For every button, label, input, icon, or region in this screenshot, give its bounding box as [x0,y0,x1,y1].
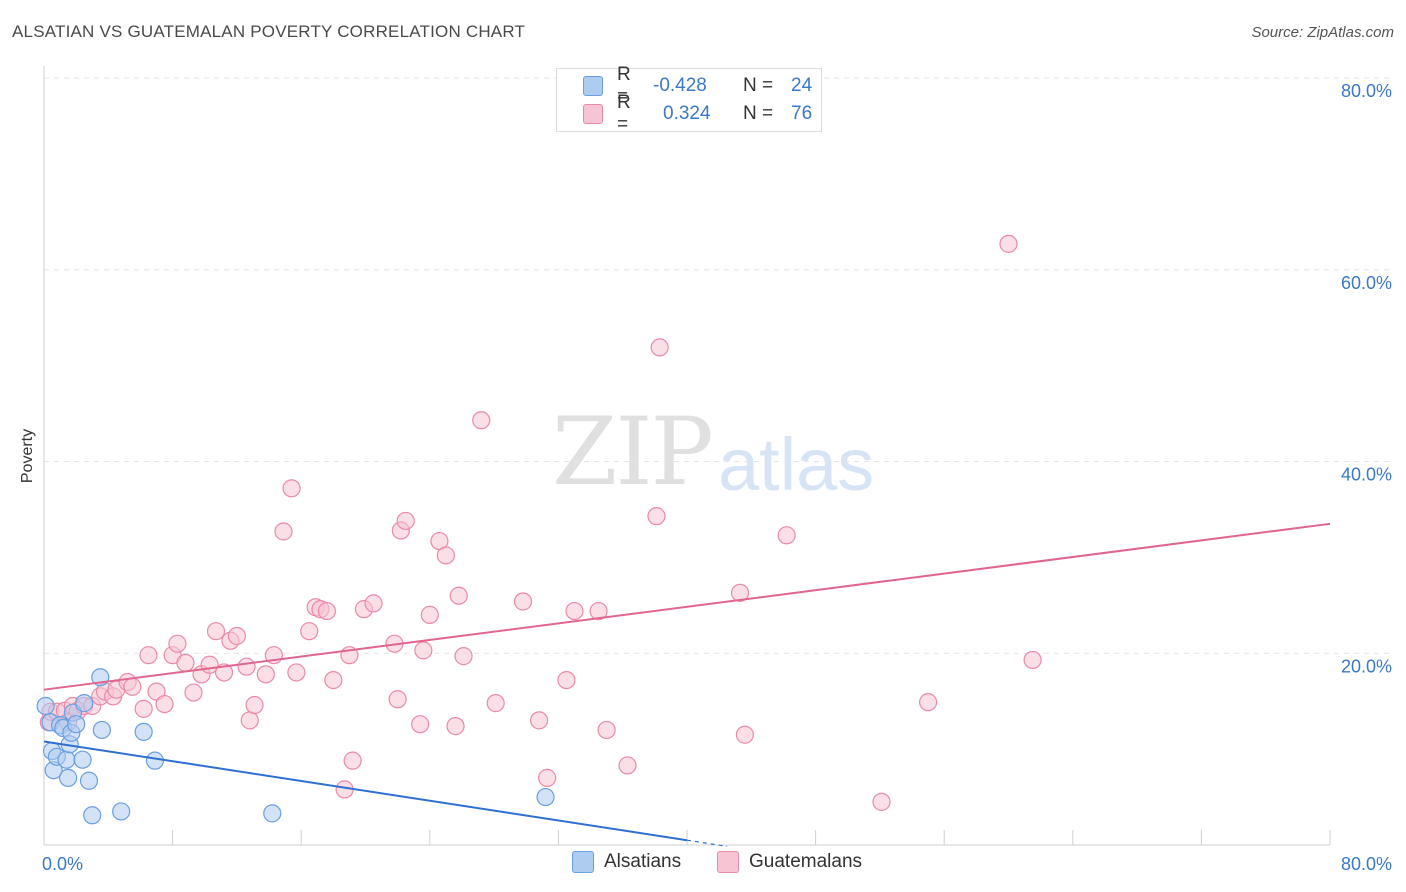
guatemalan-trend-line [43,522,1331,691]
alsatian-point [36,696,55,716]
guatemalan-point [240,711,259,730]
legend-label-alsatians: Alsatians [604,851,682,872]
guatemalan-point [436,546,455,565]
alsatian-point [92,720,111,740]
guatemalan-point [449,586,468,605]
guatemalan-point [999,234,1018,253]
guatemalan-point [618,756,637,775]
guatemalan-point [134,699,153,718]
series-legend: Alsatians Guatemalans [0,851,1406,877]
guatemalan-point [777,526,796,545]
guatemalan-point [730,583,750,602]
alsatian-trend-line [43,740,688,842]
guatemalan-point [168,634,187,653]
guatemalan-point [872,792,891,811]
alsatian-point [67,715,86,734]
guatemalan-point [274,522,293,541]
alsatian-legend-swatch [572,851,594,873]
alsatian-point [145,751,165,770]
guatemalan-point [486,694,505,713]
y-tick-label: 60.0% [1341,273,1392,293]
legend-row-guatemalans: R = 0.324 N = 76 [557,92,813,135]
guatemalan-point [530,711,549,730]
alsatian-trend-extension [686,839,728,847]
alsatian-point [112,802,131,821]
guatemalan-point [557,670,576,690]
x-tick-label: 80.0% [1341,854,1392,874]
guatemalan-point [414,641,433,660]
guatemalan-point [139,646,158,665]
guatemalan-point [245,695,264,715]
guatemalan-point [650,338,669,357]
guatemalan-point [589,601,608,621]
n-label: N = [743,75,774,96]
y-tick-label: 40.0% [1341,465,1392,485]
guatemalan-point [411,715,430,734]
y-tick-label: 20.0% [1341,656,1392,676]
guatemalan-point [735,725,754,744]
guatemalan-point [214,663,234,682]
guatemalan-point [388,690,407,709]
n-label: N = [743,103,774,124]
guatemalan-point [454,647,473,666]
guatemalan-legend-swatch [717,851,739,873]
y-tick-label: 80.0% [1341,81,1392,101]
r-value: 0.324 [663,103,711,124]
guatemalan-point [317,601,337,621]
guatemalan-point [396,511,415,531]
guatemalan-point [919,693,938,712]
guatemalan-point [282,479,301,498]
x-tick-label: 0.0% [42,854,83,874]
alsatian-point [73,750,92,769]
correlation-legend: R = -0.428 N = 24 R = 0.324 N = 76 [556,64,822,135]
legend-item-guatemalans[interactable]: Guatemalans [717,851,862,873]
alsatian-point [263,804,282,823]
guatemalan-point [300,622,319,641]
guatemalan-point [597,720,616,740]
guatemalan-point [446,717,465,736]
guatemalan-point [513,592,533,611]
watermark-atlas: atlas [718,423,875,506]
guatemalan-point [565,601,584,621]
alsatian-swatch [583,76,603,96]
alsatian-point [59,768,78,787]
n-value: 76 [791,103,813,124]
r-label: R = [617,92,631,135]
guatemalan-point [155,694,174,714]
legend-row-alsatians: R = -0.428 N = 24 [557,64,813,107]
guatemalan-point [184,683,203,702]
guatemalan-point [538,768,557,787]
r-value: -0.428 [653,75,707,96]
guatemalan-point [206,622,226,641]
guatemalan-point [647,507,666,526]
guatemalan-swatch [583,104,603,124]
legend-label-guatemalans: Guatemalans [749,851,863,872]
alsatian-point [134,722,153,741]
guatemalan-point [123,677,142,696]
guatemalan-point [176,653,195,672]
guatemalan-point [364,594,383,613]
guatemalan-point [237,657,256,676]
guatemalan-point [324,670,343,690]
source-label: Source: ZipAtlas.com [1251,24,1394,41]
alsatian-point [79,771,99,790]
n-value: 24 [791,75,813,96]
watermark-zip: ZIP [552,398,714,507]
alsatian-point [536,787,555,807]
alsatian-point [83,806,102,825]
alsatian-point [57,750,76,769]
alsatian-point [75,694,94,713]
chart-title: ALSATIAN VS GUATEMALAN POVERTY CORRELATI… [12,22,526,41]
guatemalan-point [227,626,246,646]
guatemalan-point [1023,650,1042,670]
guatemalan-point [472,411,491,430]
guatemalan-point [256,665,275,684]
legend-item-alsatians[interactable]: Alsatians [572,851,681,873]
guatemalan-point [287,663,306,682]
guatemalan-point [420,605,439,625]
guatemalan-point [343,751,362,770]
r-label: R = [617,64,631,107]
